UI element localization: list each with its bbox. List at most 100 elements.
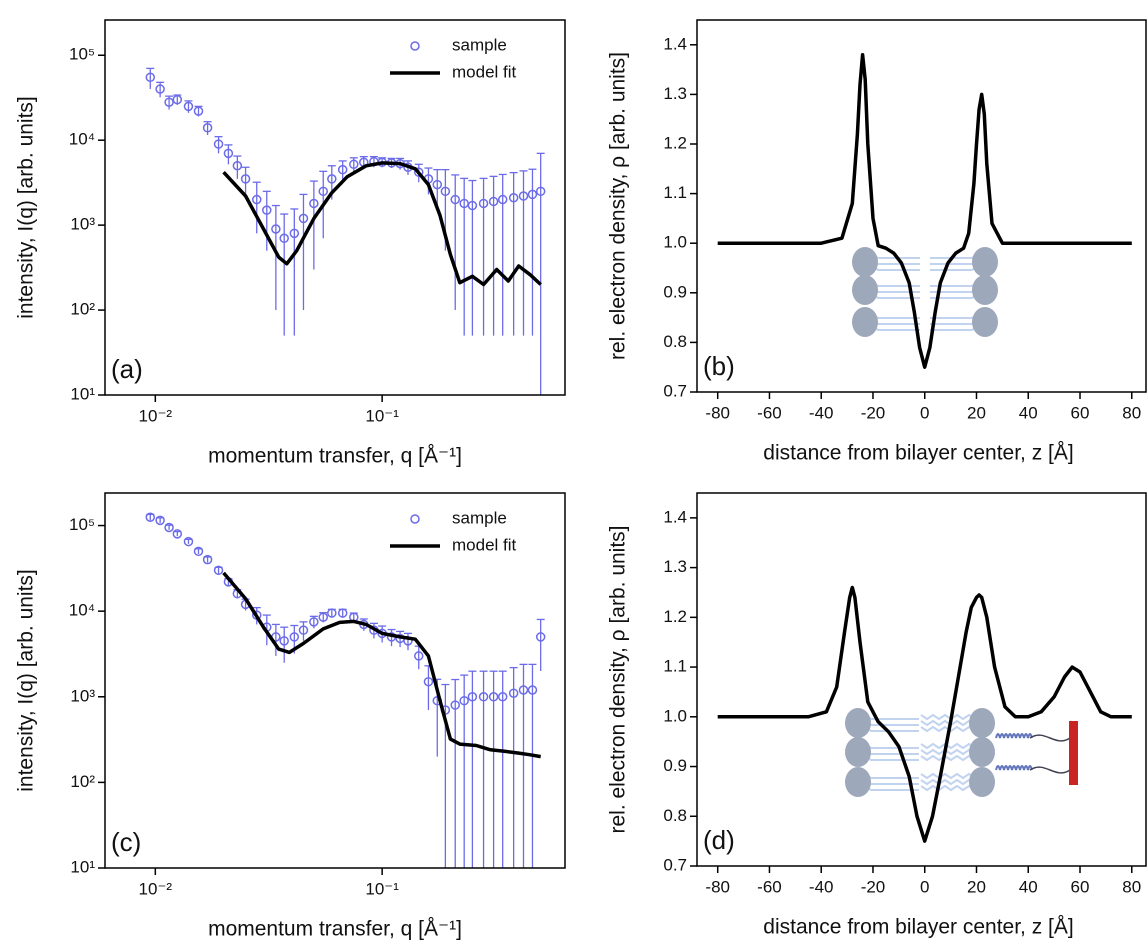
data-point [240, 174, 251, 184]
lipid-head [972, 275, 998, 305]
plot-data [717, 52, 1132, 369]
data-point [279, 233, 289, 244]
y-tick-label: 10³ [70, 686, 95, 705]
data-point [497, 692, 508, 702]
x-tick-label: -20 [861, 877, 886, 896]
legend-label: sample [452, 35, 507, 54]
lipid-tail [867, 716, 919, 720]
data-point [432, 179, 443, 190]
bilayer-cartoon [845, 708, 1078, 797]
lipid-tail [920, 784, 973, 792]
plot-data [145, 67, 546, 395]
data-point [232, 161, 243, 171]
data-point [172, 529, 183, 539]
lipid-tail [930, 321, 976, 325]
data-point [164, 522, 174, 533]
lipid-tail [867, 722, 919, 726]
lipid-head [972, 307, 998, 337]
data-point [488, 692, 499, 702]
lipid-head [852, 247, 878, 277]
lipid-head [972, 247, 998, 277]
x-tick-label: 20 [967, 403, 986, 422]
peg-linker [1029, 766, 1071, 774]
y-tick-label: 0.8 [663, 806, 687, 825]
x-axis-label: momentum transfer, q [Å⁻¹] [208, 918, 462, 941]
y-tick-label: 10¹ [70, 857, 95, 876]
lipid-head [969, 737, 995, 767]
y-tick-label: 1.0 [663, 233, 687, 252]
lipid-tail [920, 725, 973, 733]
y-tick-label: 1.4 [663, 507, 687, 526]
panel-label: (c) [111, 827, 141, 857]
y-tick-label: 1.4 [663, 34, 687, 53]
lipid-tail [874, 321, 920, 325]
x-tick-label: -60 [757, 403, 782, 422]
data-point [289, 632, 300, 642]
data-point [309, 617, 319, 627]
data-point [327, 608, 337, 618]
lipid-tail [867, 775, 919, 779]
lipid-tail [930, 267, 976, 271]
x-axis-label: distance from bilayer center, z [Å] [763, 442, 1073, 465]
lipid-tail [920, 748, 973, 756]
data-point [298, 625, 309, 635]
x-tick-label: -80 [705, 877, 730, 896]
x-tick-label: -20 [861, 403, 886, 422]
anchor-bar [1069, 721, 1078, 785]
data-point [251, 194, 262, 205]
lipid-tail [874, 289, 920, 293]
data-point [337, 164, 348, 175]
fit-line [222, 571, 541, 759]
panel-label: (b) [703, 351, 735, 381]
data-point [309, 198, 319, 209]
x-tick-label: -40 [809, 403, 834, 422]
lipid-tail [930, 283, 976, 287]
data-point [193, 106, 204, 116]
data-point [298, 213, 309, 224]
lipid-tail [930, 261, 976, 265]
lipid-head [969, 708, 995, 738]
data-point [423, 676, 434, 687]
data-point [440, 186, 451, 197]
data-point [172, 94, 183, 105]
lipid-head [845, 737, 871, 767]
x-tick-label: 10⁻¹ [365, 406, 399, 425]
x-tick-label: 40 [1019, 403, 1038, 422]
y-tick-label: 0.9 [663, 756, 687, 775]
y-tick-label: 1.1 [663, 183, 687, 202]
x-tick-label: 80 [1122, 877, 1141, 896]
data-point [467, 200, 478, 211]
y-tick-label: 1.2 [663, 607, 687, 626]
x-tick-label: 60 [1071, 877, 1090, 896]
panel: -80 -60 -40 -20 0 20 40 60 80 0.7 0.8 0.9 1.0 1.1 1.2 1… [607, 492, 1147, 939]
data-point [262, 205, 272, 215]
lipid-tail [867, 751, 919, 755]
y-tick-label: 10⁴ [69, 601, 95, 620]
data-point [488, 196, 499, 207]
data-point [450, 700, 460, 710]
data-point [202, 123, 213, 133]
data-point [223, 148, 234, 159]
y-axis-label: intensity, I(q) [arb. units] [15, 569, 38, 792]
y-tick-label: 1.2 [663, 133, 687, 152]
legend-marker [410, 514, 420, 524]
lipid-tail [874, 283, 920, 287]
x-tick-label: 80 [1122, 403, 1141, 422]
y-tick-label: 10⁵ [69, 515, 95, 534]
x-tick-label: -40 [809, 877, 834, 896]
lipid-tail [920, 713, 973, 721]
lipid-tail [930, 315, 976, 319]
data-point [164, 97, 174, 107]
data-point [518, 191, 529, 201]
lipid-tail [867, 787, 919, 791]
lipid-head [845, 708, 871, 738]
peg-coil [995, 733, 1033, 739]
peg-coil [995, 765, 1033, 771]
data-point [535, 632, 546, 642]
y-axis-label: intensity, I(q) [arb. units] [15, 96, 38, 319]
data-point [145, 72, 156, 83]
data-point [508, 688, 519, 698]
lipid-tail [920, 742, 973, 750]
lipid-tail [867, 745, 919, 749]
